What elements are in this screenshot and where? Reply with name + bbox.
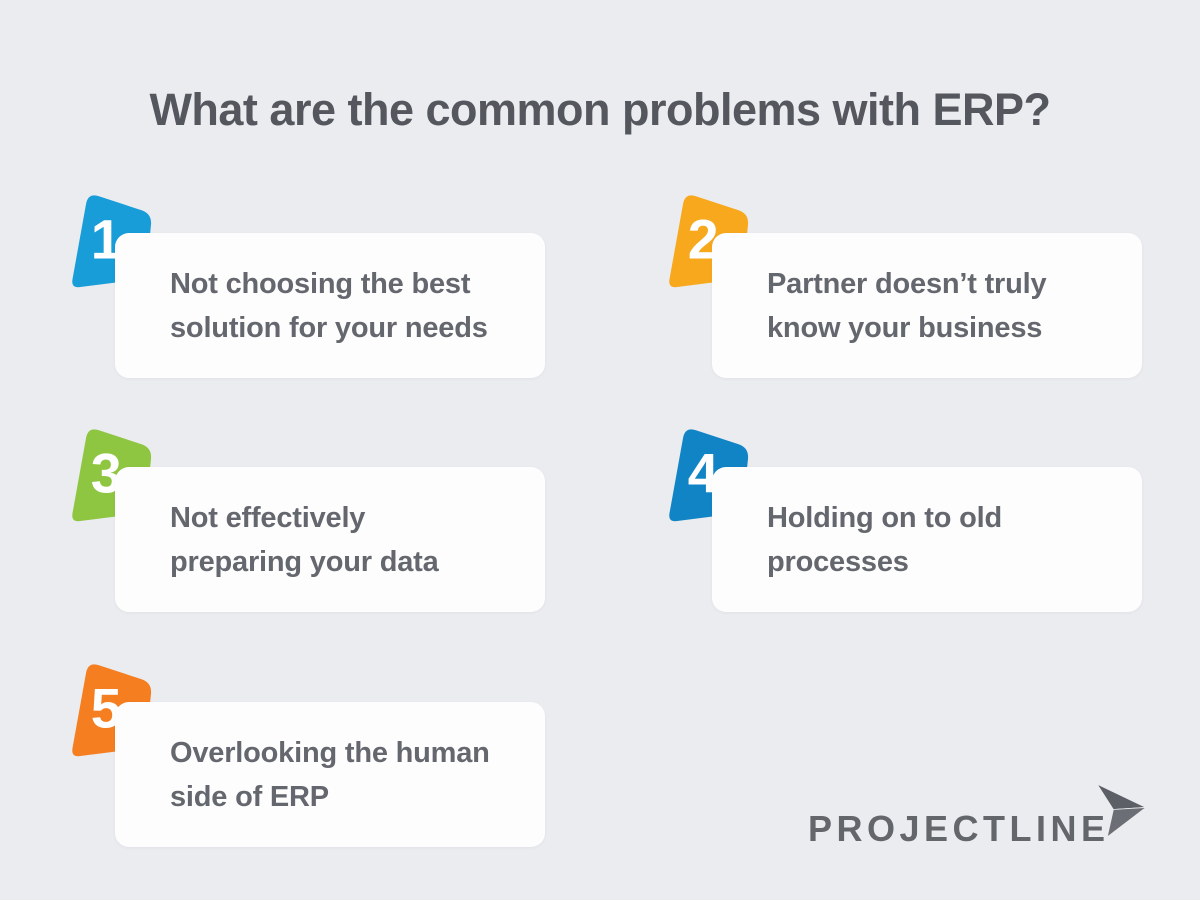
chevron-right-arrow-icon — [1097, 783, 1146, 837]
card-body: Holding on to old processes — [712, 467, 1142, 612]
problem-text-line: solution for your needs — [170, 311, 488, 344]
page-title: What are the common problems with ERP? — [149, 84, 1051, 135]
problem-text-line: Partner doesn’t truly — [767, 267, 1047, 300]
card-body: Not choosing the best solution for your … — [115, 233, 545, 378]
problem-text-line: Not choosing the best — [170, 267, 471, 300]
problem-card-1: 1 Not choosing the best solution for you… — [72, 195, 545, 378]
problem-text-line: processes — [767, 545, 909, 578]
problem-text-line: Overlooking the human — [170, 736, 490, 769]
problem-text-line: preparing your data — [170, 545, 439, 578]
problem-card-4: 4 Holding on to old processes — [669, 429, 1142, 612]
problem-text-line: Holding on to old — [767, 501, 1002, 534]
card-body: Not effectively preparing your data — [115, 467, 545, 612]
problem-card-5: 5 Overlooking the human side of ERP — [72, 664, 545, 847]
projectline-logo: PROJECTLINE — [808, 781, 1153, 853]
card-body: Partner doesn’t truly know your business — [712, 233, 1142, 378]
problem-text-line: know your business — [767, 311, 1043, 344]
problem-card-3: 3 Not effectively preparing your data — [72, 429, 545, 612]
card-body: Overlooking the human side of ERP — [115, 702, 545, 847]
logo-text: PROJECTLINE — [808, 808, 1110, 849]
problem-text-line: Not effectively — [170, 501, 366, 534]
problem-text-line: side of ERP — [170, 780, 329, 813]
problem-card-2: 2 Partner doesn’t truly know your busine… — [669, 195, 1142, 378]
